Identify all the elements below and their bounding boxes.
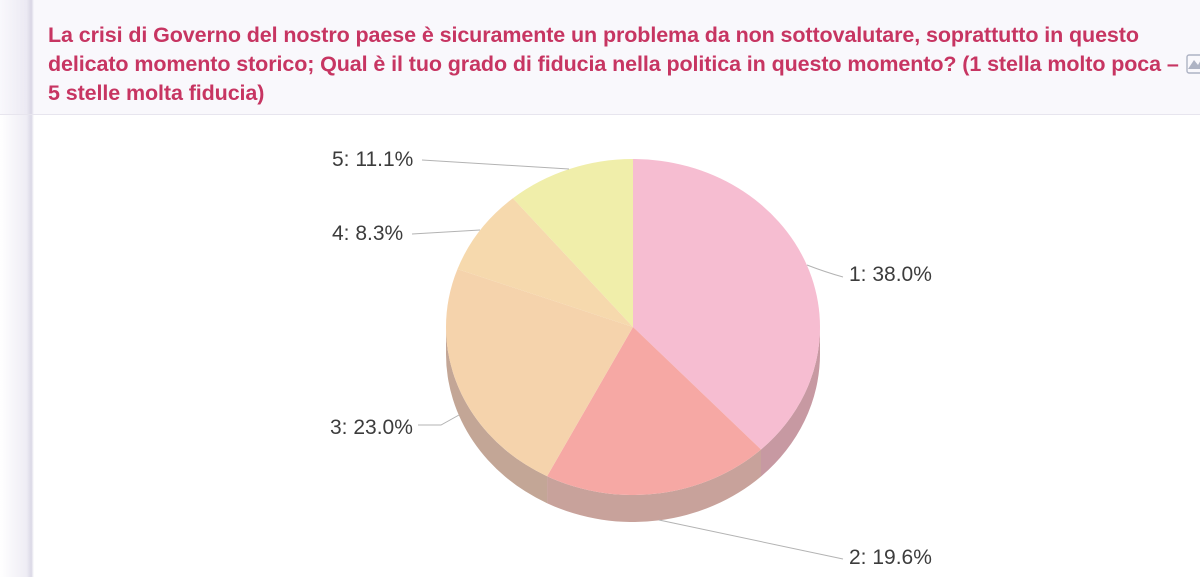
svg-text:1: 38.0%: 1: 38.0% (849, 263, 932, 286)
svg-text:3: 23.0%: 3: 23.0% (330, 416, 413, 439)
svg-text:2: 19.6%: 2: 19.6% (849, 546, 932, 569)
svg-text:4: 8.3%: 4: 8.3% (332, 222, 403, 245)
svg-text:5: 11.1%: 5: 11.1% (332, 148, 413, 171)
